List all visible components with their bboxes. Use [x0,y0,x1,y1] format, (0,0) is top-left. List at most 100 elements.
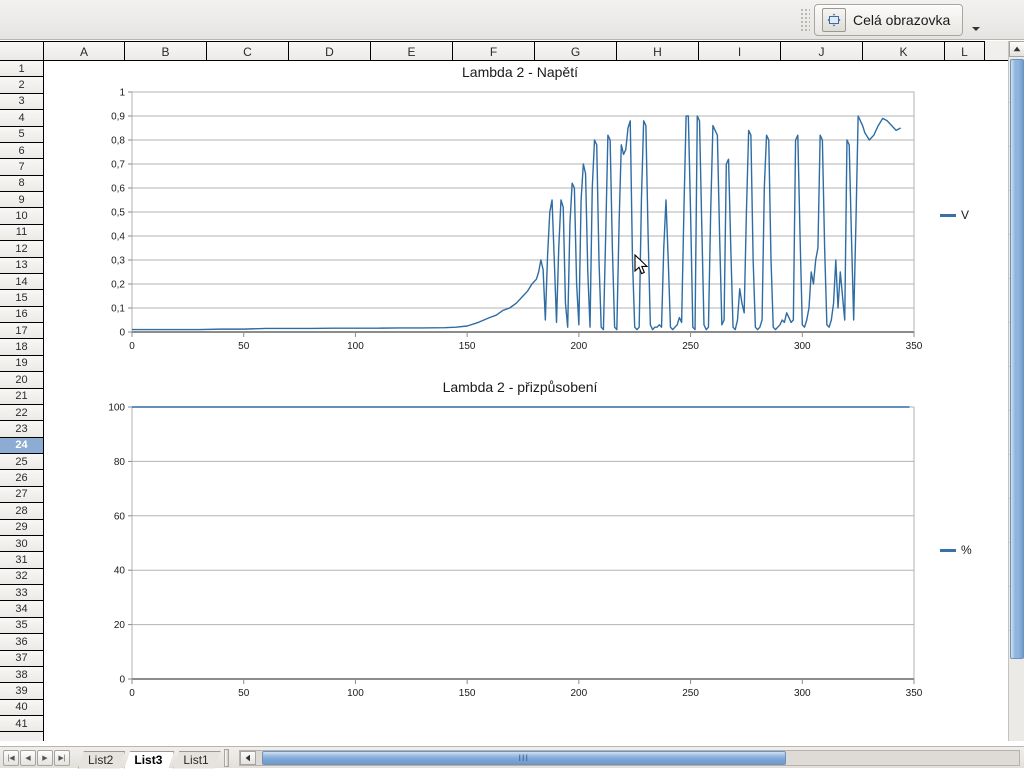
horizontal-scroll-grip: III [518,752,529,763]
svg-text:100: 100 [108,403,125,414]
svg-text:0,2: 0,2 [111,280,125,291]
nav-last-icon[interactable]: ▶| [54,749,70,766]
row-header-40[interactable]: 40 [0,699,43,716]
horizontal-scroll-thumb[interactable]: III [261,750,786,765]
select-all-corner[interactable] [0,41,44,60]
row-header-29[interactable]: 29 [0,519,43,536]
row-header-24[interactable]: 24 [0,437,43,454]
sheet-tab-bar: |◀ ◀ ▶ ▶| List2 List3 List1 III [0,746,1024,768]
vertical-scrollbar[interactable] [1008,41,1024,741]
chart1-legend: V [940,208,969,222]
row-header-8[interactable]: 8 [0,175,43,192]
row-header-18[interactable]: 18 [0,339,43,356]
column-header-g[interactable]: G [535,41,617,60]
fullscreen-button[interactable]: Celá obrazovka [814,3,964,36]
svg-text:0,7: 0,7 [111,160,125,171]
tab-split-handle[interactable] [223,748,229,767]
toolbar-drag-grip[interactable] [800,7,810,32]
row-header-6[interactable]: 6 [0,142,43,160]
nav-prev-icon[interactable]: ◀ [20,749,36,766]
row-header-9[interactable]: 9 [0,192,43,209]
column-header-f[interactable]: F [453,41,535,60]
chart-lambda2-napeti[interactable]: Lambda 2 - Napětí 0 0,1 0,2 0,3 0,4 0,5 0,6 0,7… [60,64,980,369]
svg-text:60: 60 [114,511,126,522]
row-header-31[interactable]: 31 [0,552,43,569]
row-header-12[interactable]: 12 [0,241,43,258]
row-header-23[interactable]: 23 [0,421,43,438]
sheet-tab-list2[interactable]: List2 [78,751,125,769]
fullscreen-toolbar-group: Celá obrazovka [800,3,982,36]
svg-text:0,6: 0,6 [111,184,125,195]
row-header-32[interactable]: 32 [0,568,43,585]
row-header-20[interactable]: 20 [0,372,43,389]
column-header-j[interactable]: J [781,41,863,60]
column-header-a[interactable]: A [44,41,125,60]
row-header-10[interactable]: 10 [0,208,43,225]
svg-text:0,1: 0,1 [111,304,125,315]
row-header-13[interactable]: 13 [0,257,43,274]
row-header-14[interactable]: 14 [0,273,43,291]
svg-text:0: 0 [129,341,135,352]
row-header-4[interactable]: 4 [0,110,43,127]
svg-text:200: 200 [571,341,588,352]
chart2-legend: % [940,543,972,557]
scroll-up-button[interactable] [1009,41,1024,57]
nav-first-icon[interactable]: |◀ [3,749,19,766]
svg-text:150: 150 [459,341,476,352]
chart1-legend-swatch [940,213,956,217]
row-header-28[interactable]: 28 [0,503,43,520]
column-header-k[interactable]: K [863,41,945,60]
row-header-26[interactable]: 26 [0,470,43,487]
row-header-34[interactable]: 34 [0,601,43,618]
row-header-25[interactable]: 25 [0,454,43,471]
column-header-c[interactable]: C [207,41,289,60]
chart1-title: Lambda 2 - Napětí [462,64,578,80]
chart-lambda2-prizpusobeni[interactable]: Lambda 2 - přizpůsobení 0 20 40 60 80 100 0 50 1… [60,379,980,719]
column-header-e[interactable]: E [371,41,453,60]
svg-text:250: 250 [682,688,699,699]
row-header-35[interactable]: 35 [0,617,43,635]
row-header-33[interactable]: 33 [0,585,43,602]
row-header-41[interactable]: 41 [0,716,43,733]
row-header-21[interactable]: 21 [0,388,43,405]
scroll-left-button[interactable] [239,750,256,765]
row-header-7[interactable]: 7 [0,159,43,176]
row-header-3[interactable]: 3 [0,93,43,111]
svg-text:0: 0 [119,328,125,339]
vertical-scroll-thumb[interactable] [1010,59,1024,659]
toolbar-overflow-button[interactable] [969,5,982,35]
svg-text:1: 1 [119,88,125,99]
nav-next-icon[interactable]: ▶ [37,749,53,766]
sheet-tab-list1[interactable]: List1 [173,751,220,769]
row-header-27[interactable]: 27 [0,486,43,504]
toolbar: Celá obrazovka [0,0,1024,40]
chart2-legend-swatch [940,548,956,552]
svg-text:0,5: 0,5 [111,208,125,219]
row-header-15[interactable]: 15 [0,290,43,307]
sheet-grid-area[interactable]: Lambda 2 - Napětí 0 0,1 0,2 0,3 0,4 0,5 0,6 0,7… [45,61,1008,741]
row-header-30[interactable]: 30 [0,535,43,553]
row-header-17[interactable]: 17 [0,323,43,340]
row-header-11[interactable]: 11 [0,224,43,242]
sheet-tab-list3[interactable]: List3 [124,751,174,769]
svg-text:200: 200 [571,688,588,699]
row-header-38[interactable]: 38 [0,666,43,684]
horizontal-scrollbar[interactable]: III [238,749,1020,766]
column-header-d[interactable]: D [289,41,371,60]
svg-text:100: 100 [347,688,364,699]
row-header-5[interactable]: 5 [0,126,43,143]
column-header-l[interactable]: L [945,41,985,60]
row-header-36[interactable]: 36 [0,634,43,651]
column-header-i[interactable]: I [699,41,781,60]
column-header-h[interactable]: H [617,41,699,60]
row-header-2[interactable]: 2 [0,77,43,94]
row-header-19[interactable]: 19 [0,355,43,373]
row-header-16[interactable]: 16 [0,306,43,323]
row-header-37[interactable]: 37 [0,650,43,667]
row-header-1[interactable]: 1 [0,61,43,78]
row-header-22[interactable]: 22 [0,404,43,422]
row-header-39[interactable]: 39 [0,683,43,700]
svg-text:50: 50 [238,688,250,699]
column-header-b[interactable]: B [125,41,207,60]
chevron-down-icon [971,26,980,31]
